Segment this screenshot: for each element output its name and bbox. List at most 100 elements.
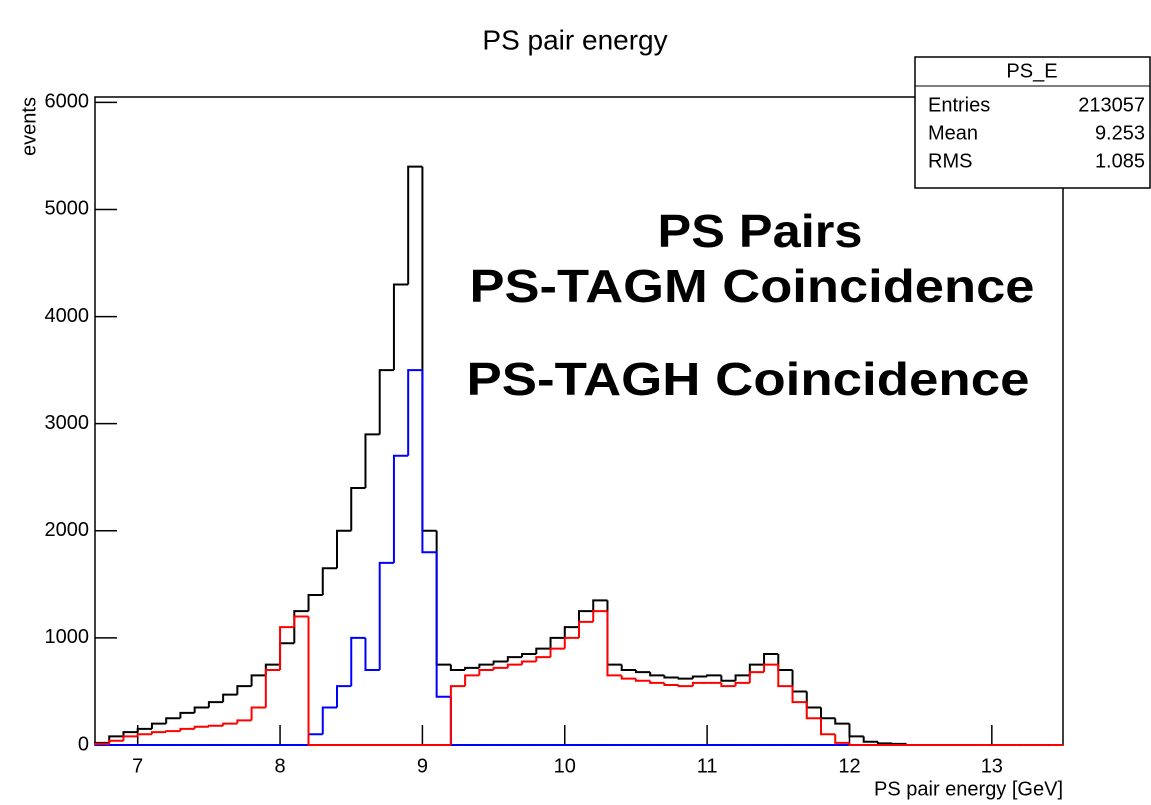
histogram-step [108,739,124,744]
legend-entry: PS-TAGH Coincidence [467,353,1030,405]
histogram-step [492,666,508,671]
stats-label: Entries [928,94,990,116]
histogram-step [464,674,480,687]
histogram-step [378,561,394,671]
histogram-step [136,727,152,733]
histogram-step [421,166,437,532]
histogram-step [392,283,409,371]
y-tick-label: 3000 [45,412,90,434]
histogram-step [136,733,152,737]
x-tick-label: 7 [132,755,143,777]
histogram-step [805,691,821,709]
histogram-step [364,637,380,672]
histogram-step [378,369,394,435]
histogram-step [407,165,423,285]
histogram-step [293,610,309,644]
histogram-step [264,669,281,708]
histogram-step [848,723,864,738]
histogram-step [321,706,337,735]
histogram-step [464,666,480,671]
histogram-step [663,675,679,679]
x-tick-label: 8 [274,755,285,777]
histogram-step [834,718,850,725]
histogram-step [663,682,679,687]
histogram-step [506,656,523,662]
histogram-step [535,647,551,654]
histogram-step [179,711,195,719]
histogram-step [236,685,252,695]
histogram-step [250,674,266,687]
chart-title: PS pair energy [482,24,667,55]
histogram-step [321,567,337,596]
histogram-step [364,433,380,488]
legend-entry: PS Pairs [658,205,863,257]
histogram-step [834,734,850,744]
histogram-step [649,680,665,684]
histogram-step [350,486,366,531]
x-tick-label: 12 [838,755,860,777]
y-tick-label: 1000 [45,626,90,648]
stats-label: RMS [928,150,972,172]
histogram-step [222,722,238,726]
histogram-step [307,616,323,746]
histogram-step [236,719,252,724]
histogram-step [350,636,366,687]
histogram-step [392,454,409,563]
histogram-step [720,675,736,682]
histogram-step [506,663,523,668]
histogram-step [620,675,636,680]
histogram-step [748,671,765,683]
histogram-step [179,727,195,732]
histogram-step [449,685,466,745]
histogram-step [777,664,793,688]
plot-frame [94,96,1064,746]
histogram-step [677,685,693,688]
histogram-step [677,677,693,680]
stats-title: PS_E [1006,60,1057,82]
histogram-step [763,652,779,665]
histogram-step [449,664,466,672]
histogram-step [250,706,266,721]
histogram-step [848,742,864,746]
histogram-step [193,706,209,713]
stats-value: 9.253 [1095,122,1145,144]
histogram-step [763,663,779,673]
histogram-step [449,696,466,746]
histogram-step [222,693,238,703]
histogram-step [122,735,138,741]
histogram-step [307,733,323,745]
histogram-step [563,636,579,649]
histogram-step [578,610,594,628]
y-tick-label: 6000 [45,91,90,113]
histogram-step [207,701,224,708]
histogram-step [649,672,665,677]
histogram-step [606,611,622,677]
histogram-step [521,652,537,658]
histogram-step [791,686,807,704]
histogram-step [492,660,508,665]
histogram-step [165,717,181,724]
histogram-step [734,681,750,687]
histogram-step [820,707,836,720]
histogram-step [805,702,821,720]
histogram-step [279,626,295,671]
histogram-step [207,724,224,727]
histogram-step [820,718,836,736]
x-tick-label: 10 [554,755,576,777]
histogram-step [862,736,878,743]
histogram-step [748,663,765,676]
histogram-step [720,682,736,688]
histogram-step [606,600,622,666]
histogram-step [307,594,323,612]
histogram-step [336,529,352,569]
histogram-step [549,636,565,649]
x-axis-label: PS pair energy [GeV] [874,778,1063,800]
histogram-step [279,642,295,665]
histogram-step [478,669,494,676]
histogram-step [293,615,309,628]
histogram-step [435,552,451,698]
histogram-step [876,741,893,745]
stats-box [914,56,1151,189]
y-axis-label: events [18,97,40,156]
